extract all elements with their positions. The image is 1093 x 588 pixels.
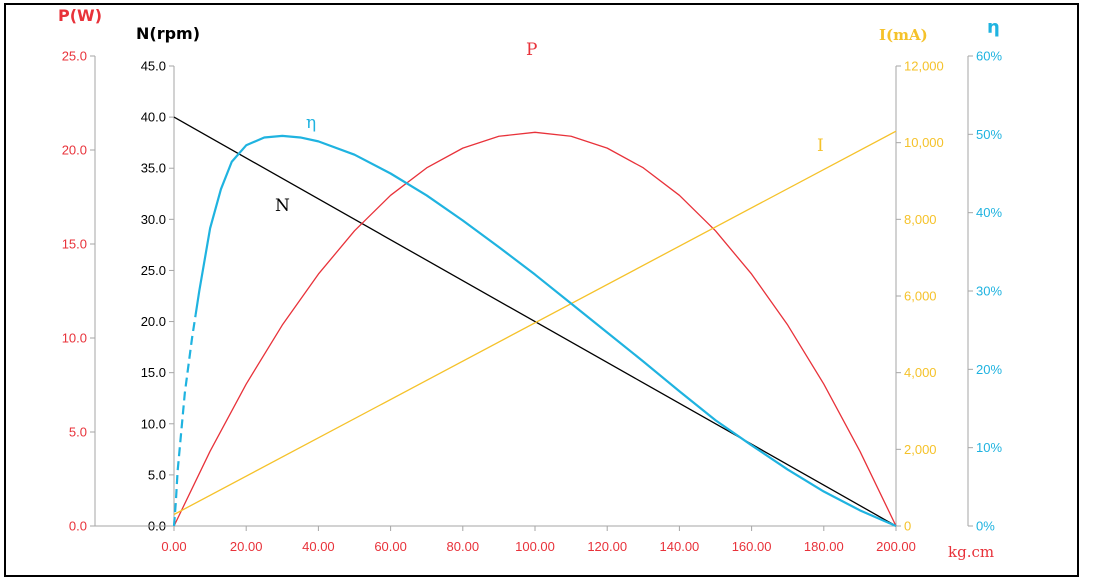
- efficiency-axis-title: η: [987, 17, 1000, 38]
- power-tick-label: 25.0: [62, 49, 87, 64]
- speed-tick-label: 30.0: [141, 212, 166, 227]
- power-tick-label: 20.0: [62, 143, 87, 158]
- power-axis-title: P(W): [58, 6, 102, 25]
- series-i-line: [173, 130, 897, 516]
- speed-tick-label: 40.0: [141, 110, 166, 125]
- power-tick-label: 10.0: [62, 331, 87, 346]
- speed-tick-label: 25.0: [141, 263, 166, 278]
- speed-tick-label: 20.0: [141, 314, 166, 329]
- x-tick-label: 200.00: [876, 539, 916, 554]
- speed-tick-label: 45.0: [141, 59, 166, 74]
- efficiency-tick-label: 60%: [976, 49, 1002, 64]
- speed-tick-label: 35.0: [141, 161, 166, 176]
- x-tick-label: 40.00: [302, 539, 335, 554]
- speed-axis-title: N(rpm): [136, 24, 201, 43]
- speed-tick-label: 5.0: [148, 467, 166, 482]
- current-axis-title: I(mA): [879, 26, 928, 44]
- current-tick-label: 0: [904, 519, 911, 534]
- efficiency-tick-label: 10%: [976, 440, 1002, 455]
- current-tick-label: 2,000: [904, 442, 937, 457]
- x-tick-label: 20.00: [230, 539, 263, 554]
- efficiency-tick-label: 40%: [976, 205, 1002, 220]
- series-eta-dashed-line: [172, 314, 197, 527]
- series-p-line: [173, 131, 897, 527]
- current-tick-label: 8,000: [904, 212, 937, 227]
- x-tick-label: 160.00: [732, 539, 772, 554]
- current-tick-label: 4,000: [904, 365, 937, 380]
- curve-label-i: I: [817, 136, 824, 156]
- x-axis-label: kg.cm: [948, 543, 995, 561]
- speed-tick-label: 15.0: [141, 365, 166, 380]
- chart-frame: [4, 3, 1079, 577]
- x-tick-label: 100.00: [515, 539, 555, 554]
- x-tick-label: 0.00: [161, 539, 186, 554]
- efficiency-tick-label: 30%: [976, 284, 1002, 299]
- current-tick-label: 10,000: [904, 135, 944, 150]
- curve-label-p: P: [526, 40, 538, 60]
- series-n-line: [173, 116, 897, 527]
- x-tick-label: 180.00: [804, 539, 844, 554]
- power-tick-label: 0.0: [69, 519, 87, 534]
- speed-tick-label: 10.0: [141, 416, 166, 431]
- curve-label-n: N: [275, 196, 290, 216]
- current-tick-label: 6,000: [904, 289, 937, 304]
- x-tick-label: 80.00: [447, 539, 480, 554]
- series-eta-line: [194, 134, 897, 528]
- x-tick-label: 120.00: [587, 539, 627, 554]
- efficiency-tick-label: 50%: [976, 127, 1002, 142]
- efficiency-tick-label: 0%: [976, 519, 995, 534]
- current-tick-label: 12,000: [904, 59, 944, 74]
- x-tick-label: 140.00: [660, 539, 700, 554]
- efficiency-tick-label: 20%: [976, 362, 1002, 377]
- x-tick-label: 60.00: [374, 539, 407, 554]
- power-tick-label: 15.0: [62, 237, 87, 252]
- power-tick-label: 5.0: [69, 425, 87, 440]
- curve-label-eta: η: [306, 113, 317, 133]
